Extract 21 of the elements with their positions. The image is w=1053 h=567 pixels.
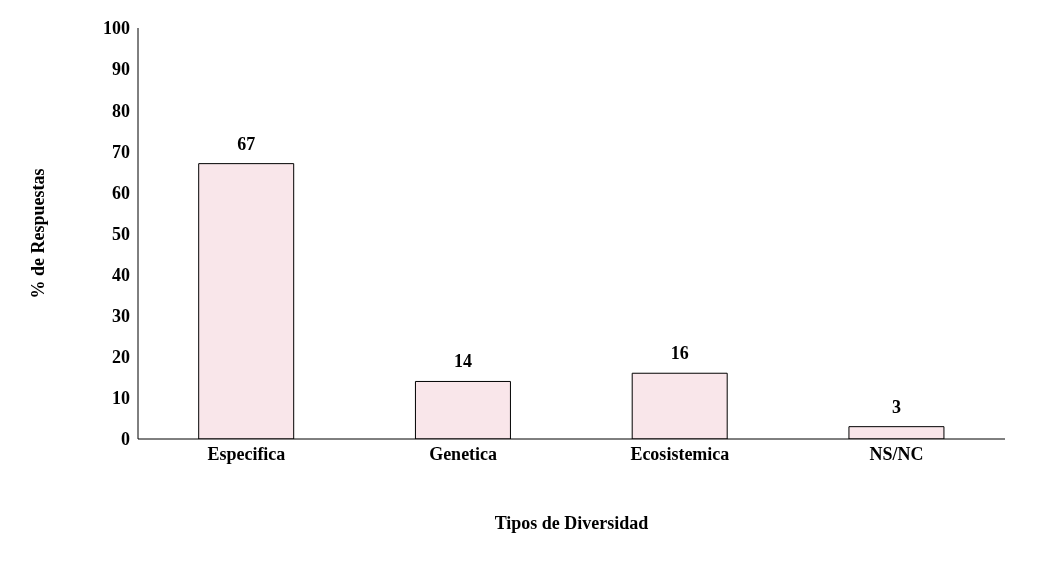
y-tick-label: 60: [112, 182, 130, 203]
data-label: 14: [453, 351, 472, 372]
y-tick-label: 70: [112, 141, 130, 162]
y-axis-title: % de Respuestas: [28, 168, 49, 299]
data-label: 67: [237, 133, 256, 154]
y-tick-label: 100: [103, 18, 130, 39]
x-tick-label: NS/NC: [869, 443, 924, 464]
y-tick-label: 80: [112, 100, 130, 121]
y-tick-label: 30: [112, 306, 130, 327]
y-tick-label: 20: [112, 347, 130, 368]
x-tick-label: Especifica: [207, 443, 286, 464]
y-tick-label: 40: [112, 264, 130, 285]
x-tick-label: Genetica: [429, 443, 498, 464]
x-tick-label: Ecosistemica: [630, 443, 730, 464]
data-label: 3: [891, 396, 901, 417]
y-tick-label: 10: [112, 388, 130, 409]
y-tick-label: 90: [112, 59, 130, 80]
data-label: 16: [670, 343, 689, 364]
y-tick-label: 50: [112, 223, 130, 244]
x-axis-title: Tipos de Diversidad: [494, 513, 649, 533]
y-tick-label: 0: [121, 429, 130, 450]
